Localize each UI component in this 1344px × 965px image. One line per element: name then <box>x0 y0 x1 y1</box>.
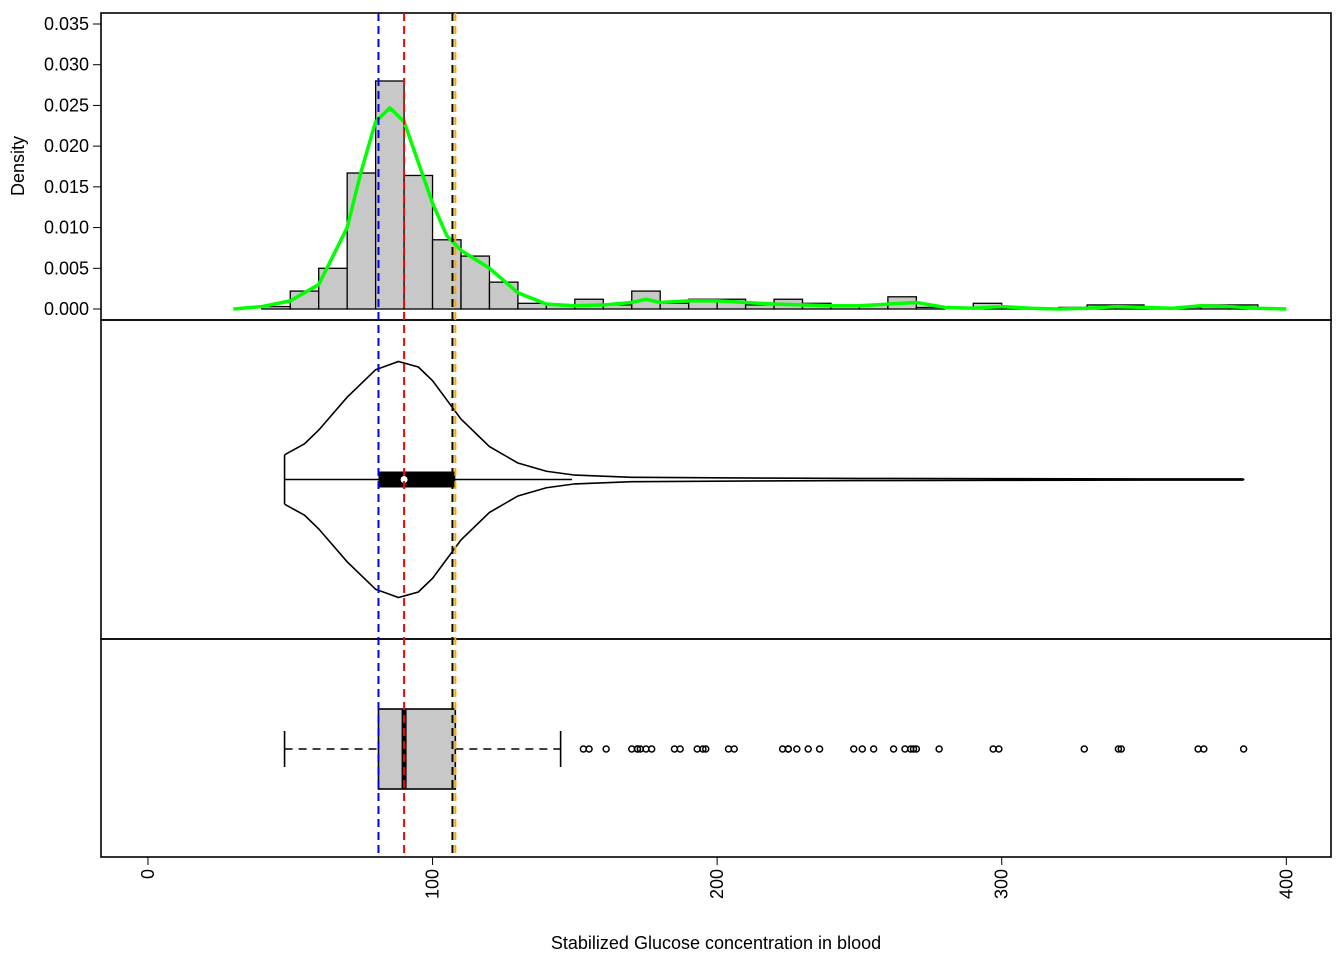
outlier <box>702 745 710 753</box>
outlier <box>793 745 801 753</box>
outlier <box>1117 745 1126 753</box>
x-tick-label: 100 <box>423 869 443 899</box>
y-tick-label: 0.030 <box>44 55 89 75</box>
violin-lower <box>284 479 1244 599</box>
y-tick-label: 0.020 <box>44 136 89 156</box>
outlier <box>585 745 593 753</box>
x-tick-label: 300 <box>992 869 1012 899</box>
density-curve <box>233 106 1287 311</box>
outlier <box>647 745 656 753</box>
violin-box <box>378 471 456 488</box>
outlier <box>699 745 707 753</box>
outlier <box>804 745 812 753</box>
outlier <box>869 745 878 753</box>
x-axis-label: Stabilized Glucose concentration in bloo… <box>551 933 881 953</box>
histogram-bar <box>460 255 491 310</box>
outlier <box>676 745 684 753</box>
histogram-bar <box>346 172 377 310</box>
outlier <box>995 745 1003 753</box>
outlier <box>1080 745 1089 753</box>
y-tick-label: 0.005 <box>44 258 89 278</box>
outlier <box>1239 745 1248 753</box>
outlier <box>912 745 921 753</box>
y-tick-label: 0.025 <box>44 95 89 115</box>
y-tick-label: 0.010 <box>44 218 89 238</box>
histogram-bar <box>659 302 690 310</box>
violin-median <box>400 476 408 483</box>
outlier <box>815 745 824 753</box>
x-tick-label: 400 <box>1276 869 1296 899</box>
outlier <box>889 745 898 753</box>
outlier <box>858 745 867 753</box>
outlier <box>935 745 943 753</box>
x-tick-label: 200 <box>707 869 727 899</box>
y-tick-label: 0.015 <box>44 177 89 197</box>
y-tick-label: 0.000 <box>44 299 89 319</box>
histogram-bar <box>488 281 519 310</box>
x-tick-label: 0 <box>138 869 158 879</box>
violin-upper <box>284 360 1244 480</box>
outlier <box>633 745 642 753</box>
outlier <box>1114 745 1123 753</box>
y-tick-label: 0.035 <box>44 14 89 34</box>
histogram-bar <box>431 239 462 310</box>
outlier <box>602 745 610 753</box>
outlier <box>784 745 793 753</box>
panel-frame <box>100 638 1332 858</box>
y-axis-label: Density <box>8 136 28 196</box>
box <box>377 708 457 790</box>
outlier <box>730 745 738 753</box>
outlier <box>849 745 858 753</box>
outlier <box>909 745 918 753</box>
panel-frame <box>100 12 1332 321</box>
outlier <box>1200 745 1208 753</box>
